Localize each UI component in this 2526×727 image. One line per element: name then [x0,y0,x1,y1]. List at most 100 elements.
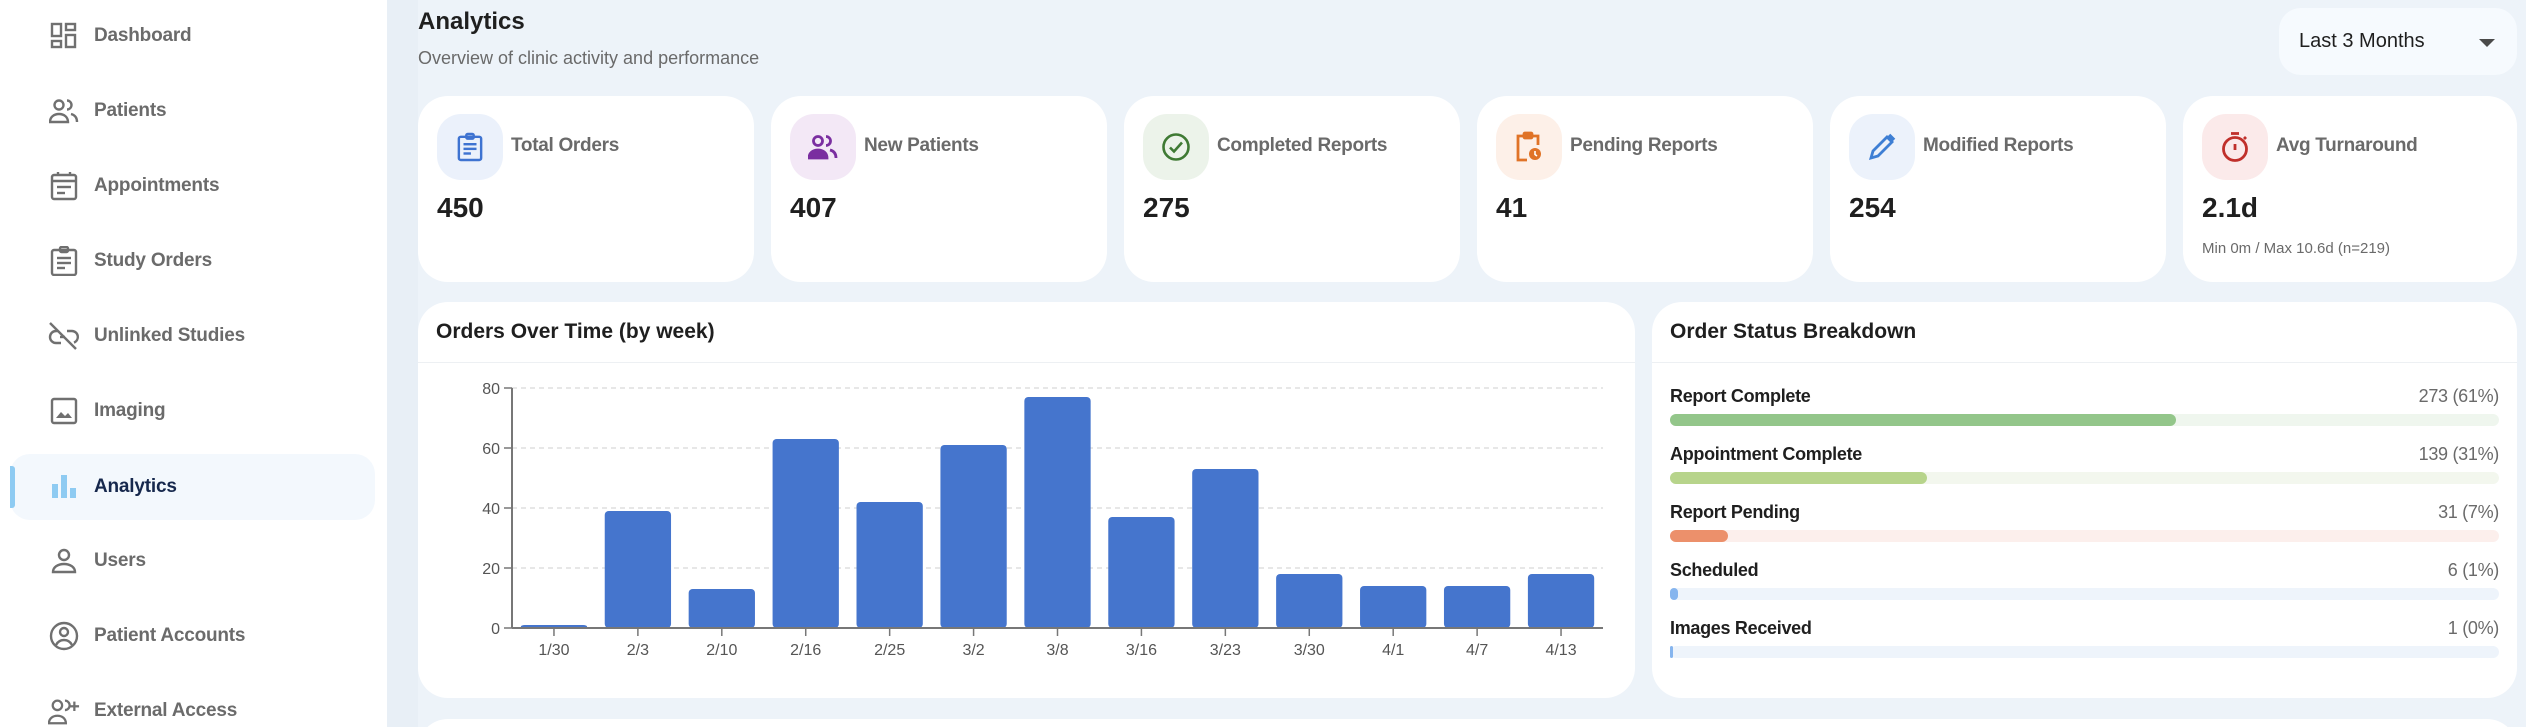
svg-text:3/8: 3/8 [1046,642,1068,659]
sidebar-item-analytics[interactable]: Analytics [10,454,375,520]
add-user-icon [48,695,80,727]
status-row-report-complete: Report Complete 273 (61%) [1670,386,2499,436]
sidebar: Dashboard Patients Appointments [0,0,387,727]
orders-over-time-panel: Orders Over Time (by week) 0 20 40 60 80 1/30… [418,302,1635,698]
order-status-breakdown-panel: Order Status Breakdown Report Complete 2… [1652,302,2517,698]
sidebar-item-imaging[interactable]: Imaging [10,378,375,444]
svg-text:20: 20 [482,561,500,578]
status-value: 31 (7%) [2438,502,2499,522]
account-circle-icon [48,620,80,652]
sidebar-item-label: Patients [94,100,167,121]
stat-card-total-orders: Total Orders 450 [418,96,754,282]
sidebar-item-patients[interactable]: Patients [10,78,375,144]
pencil-icon [1849,114,1915,180]
sidebar-item-dashboard[interactable]: Dashboard [10,3,375,69]
progress-fill [1670,472,1927,484]
sidebar-item-label: Analytics [94,476,177,497]
stat-value: 41 [1496,192,1528,223]
svg-text:4/13: 4/13 [1545,642,1576,659]
status-label: Images Received [1670,618,1812,638]
progress-fill [1670,414,2176,426]
sidebar-item-unlinked-studies[interactable]: Unlinked Studies [10,303,375,369]
sidebar-item-appointments[interactable]: Appointments [10,153,375,219]
sidebar-item-label: Users [94,550,146,571]
page-subtitle: Overview of clinic activity and performa… [418,48,760,68]
next-panel [418,719,2517,727]
stat-card-new-patients: New Patients 407 [771,96,1107,282]
sidebar-item-label: Dashboard [94,25,192,46]
stat-card-avg-turnaround: Avg Turnaround 2.1d Min 0m / Max 10.6d (… [2183,96,2517,282]
status-value: 6 (1%) [2447,560,2500,580]
svg-text:3/30: 3/30 [1294,642,1325,659]
progress-fill [1670,646,1673,658]
caret-down-icon [2479,39,2495,47]
page-title: Analytics [418,8,525,35]
stat-label: Pending Reports [1570,135,1718,156]
link-off-icon [48,320,80,352]
stat-value: 275 [1143,192,1190,223]
svg-text:2/10: 2/10 [706,642,737,659]
sidebar-item-users[interactable]: Users [10,528,375,594]
stat-card-pending-reports: Pending Reports 41 [1477,96,1813,282]
svg-text:2/3: 2/3 [627,642,649,659]
stat-card-completed-reports: Completed Reports 275 [1124,96,1460,282]
orders-bar-chart: 0 20 40 60 80 1/30 2/3 2/10 2/16 2/25 3/2 3/8 3/16 3/… [482,381,1603,659]
svg-text:60: 60 [482,441,500,458]
user-icon [48,545,80,577]
progress-track [1670,414,2499,426]
status-label: Appointment Complete [1670,444,1862,464]
svg-text:3/2: 3/2 [962,642,984,659]
image-icon [48,395,80,427]
patients-icon [48,95,80,127]
status-label: Report Pending [1670,502,1800,522]
stat-label: Total Orders [511,135,619,156]
sidebar-item-label: Imaging [94,400,166,421]
sidebar-item-label: Unlinked Studies [94,325,245,346]
status-value: 1 (0%) [2447,618,2500,638]
sidebar-item-patient-accounts[interactable]: Patient Accounts [10,603,375,669]
pending-clipboard-icon [1496,114,1562,180]
timer-icon [2202,114,2268,180]
status-value: 139 (31%) [2418,444,2500,464]
dashboard-icon [48,20,80,52]
progress-track [1670,588,2499,600]
calendar-icon [48,170,80,202]
check-circle-icon [1143,114,1209,180]
progress-track [1670,646,2499,658]
date-range-select[interactable]: Last 3 Months [2279,8,2517,75]
status-label: Scheduled [1670,560,1759,580]
svg-text:0: 0 [491,621,500,638]
svg-text:4/7: 4/7 [1466,642,1488,659]
svg-text:80: 80 [482,381,500,398]
svg-text:40: 40 [482,501,500,518]
stat-subtext: Min 0m / Max 10.6d (n=219) [2202,240,2391,257]
progress-track [1670,530,2499,542]
stat-label: Avg Turnaround [2276,135,2418,156]
svg-text:2/16: 2/16 [790,642,821,659]
sidebar-border [387,0,418,727]
stat-label: New Patients [864,135,979,156]
svg-text:4/1: 4/1 [1382,642,1404,659]
sidebar-item-external-access[interactable]: External Access [10,678,375,727]
patients-icon [790,114,856,180]
sidebar-item-label: Patient Accounts [94,625,246,646]
stat-label: Completed Reports [1217,135,1388,156]
status-row-scheduled: Scheduled 6 (1%) [1670,560,2499,610]
sidebar-item-study-orders[interactable]: Study Orders [10,228,375,294]
clipboard-icon [48,245,80,277]
divider [418,362,1635,363]
stat-card-modified-reports: Modified Reports 254 [1830,96,2166,282]
svg-text:2/25: 2/25 [874,642,905,659]
progress-track [1670,472,2499,484]
progress-fill [1670,530,1729,542]
sidebar-item-label: Study Orders [94,250,212,271]
svg-text:1/30: 1/30 [538,642,569,659]
status-row-images-received: Images Received 1 (0%) [1670,618,2499,668]
stat-value: 407 [790,192,837,223]
bar-chart-icon [48,471,80,503]
panel-title: Orders Over Time (by week) [436,320,715,343]
progress-fill [1670,588,1679,600]
panel-title: Order Status Breakdown [1670,320,1917,343]
svg-text:3/23: 3/23 [1210,642,1241,659]
sidebar-item-label: Appointments [94,175,220,196]
